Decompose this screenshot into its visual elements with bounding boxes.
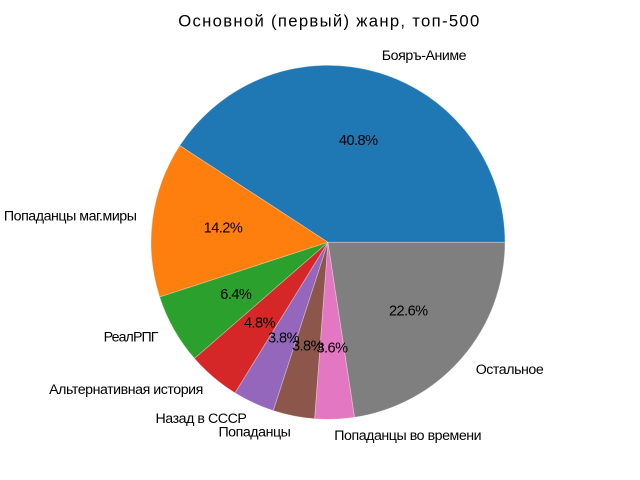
svg-text:14.2%: 14.2% [204, 221, 243, 237]
svg-text:Основной (первый) жанр, топ-50: Основной (первый) жанр, топ-500 [178, 12, 480, 31]
svg-text:Остальное: Остальное [476, 362, 544, 378]
svg-text:Альтернативная история: Альтернативная история [49, 382, 203, 398]
svg-text:РеалРПГ: РеалРПГ [104, 330, 159, 346]
svg-text:Назад в СССР: Назад в СССР [156, 411, 247, 427]
svg-text:6.4%: 6.4% [220, 287, 252, 303]
svg-text:3.8%: 3.8% [292, 339, 324, 355]
svg-text:40.8%: 40.8% [339, 133, 378, 149]
svg-text:4.8%: 4.8% [244, 315, 276, 331]
svg-text:Попаданцы маг.миры: Попаданцы маг.миры [4, 209, 137, 225]
svg-text:22.6%: 22.6% [389, 304, 428, 320]
svg-text:3.6%: 3.6% [316, 340, 348, 356]
svg-text:Бояръ-Аниме: Бояръ-Аниме [382, 48, 467, 64]
svg-text:Попаданцы: Попаданцы [218, 425, 290, 441]
svg-text:3.8%: 3.8% [268, 331, 300, 347]
svg-text:Попаданцы во времени: Попаданцы во времени [334, 428, 481, 444]
